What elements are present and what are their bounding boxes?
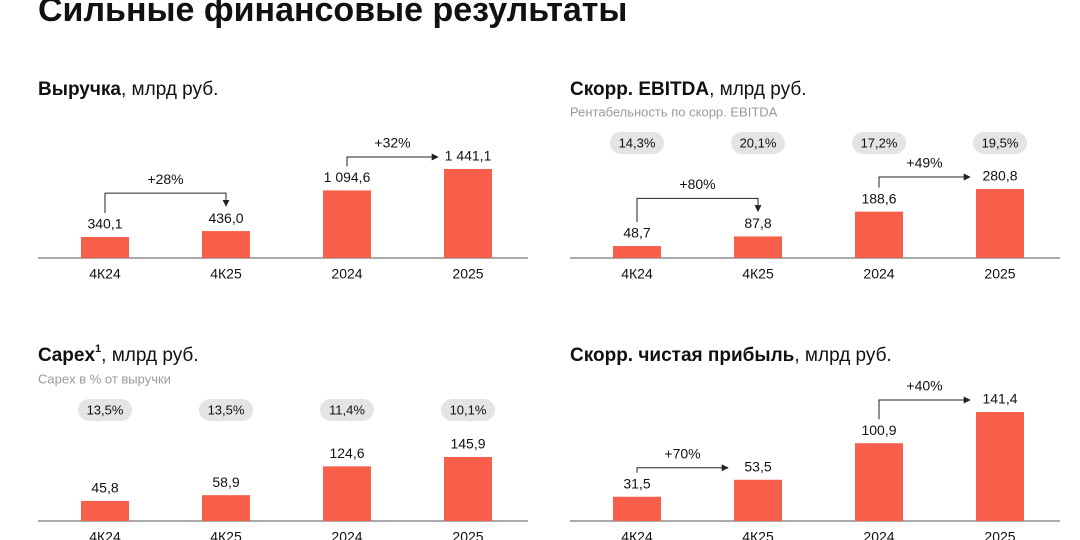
bar [444,457,492,521]
growth-arrow [104,192,230,213]
value-label: 100,9 [861,422,896,438]
chart-title: Выручка, млрд руб. [38,79,218,100]
growth-label: +32% [374,135,410,151]
bar [734,479,782,521]
x-tick-label: 2025 [452,529,483,540]
value-label: 1 094,6 [324,169,371,185]
x-tick-label: 4К24 [621,529,653,540]
chart-subtitle: Рентабельность по скорр. EBITDA [570,104,778,119]
growth-label: +40% [906,378,942,394]
margin-label: 20,1% [740,135,777,150]
bar [81,500,129,521]
value-label: 188,6 [861,190,896,206]
value-label: 145,9 [450,436,485,452]
growth-label: +70% [664,445,700,461]
growth-arrow [636,464,729,473]
value-label: 87,8 [744,215,771,231]
x-tick-label: 4К25 [210,266,242,282]
x-tick-label: 2024 [331,529,362,540]
margin-pill [852,132,906,154]
margin-pill [441,399,495,421]
bar [613,246,661,258]
chart-title-note: 1 [95,343,101,355]
margin-label: 13,5% [208,402,245,417]
x-tick-label: 2024 [863,266,894,282]
value-label: 340,1 [87,216,122,232]
chart-title-unit: , млрд руб. [121,79,218,100]
x-tick-label: 4К25 [742,266,774,282]
bar [202,231,250,258]
value-label: 141,4 [982,391,1017,407]
margin-label: 11,4% [329,402,365,417]
value-label: 53,5 [744,458,771,474]
x-tick-label: 4К25 [210,529,242,540]
chart-title: Скорр. EBITDA, млрд руб. [570,79,807,100]
margin-pill [973,132,1027,154]
x-tick-label: 4К24 [89,529,121,540]
chart-subtitle: Capex в % от выручки [38,371,171,386]
margin-label: 10,1% [450,402,487,417]
x-tick-label: 2024 [863,529,894,540]
growth-label: +28% [147,171,183,187]
x-tick-label: 4К25 [742,529,774,540]
growth-label: +49% [906,155,942,171]
x-tick-label: 2025 [452,266,483,282]
value-label: 45,8 [91,480,118,496]
growth-arrow [636,197,762,223]
growth-arrow [878,173,971,188]
margin-pill [320,399,374,421]
x-tick-label: 2025 [984,529,1015,540]
value-label: 436,0 [208,210,243,226]
x-tick-label: 2025 [984,266,1015,282]
bar [976,189,1024,258]
margin-pill [78,399,132,421]
value-label: 31,5 [623,475,650,491]
bar [323,190,371,258]
bar [202,495,250,521]
bar [855,211,903,258]
value-label: 48,7 [623,225,650,241]
chart-title-unit: , млрд руб. [794,345,891,366]
chart-title-unit: , млрд руб. [709,79,806,100]
slide-title: Сильные финансовые результаты [38,0,627,29]
bar [444,169,492,258]
bar [734,236,782,258]
growth-label: +80% [679,176,715,192]
chart-title-unit: , млрд руб. [101,345,198,366]
chart-title: Capex1, млрд руб. [38,343,199,366]
chart-title-main: Выручка [38,79,121,100]
bar [855,443,903,521]
bar [613,496,661,521]
chart-title-main: Скорр. EBITDA [570,79,709,100]
bar [81,236,129,258]
growth-arrow [878,396,971,420]
value-label: 124,6 [329,445,364,461]
x-tick-label: 2024 [331,266,362,282]
bar [976,412,1024,521]
margin-label: 14,3% [619,135,656,150]
bar [323,466,371,521]
value-label: 280,8 [982,168,1017,184]
growth-arrow [346,153,439,167]
chart-title: Скорр. чистая прибыль, млрд руб. [570,345,892,366]
margin-label: 19,5% [982,135,1019,150]
chart-title-main: Capex [38,345,95,366]
value-label: 58,9 [212,474,239,490]
margin-label: 13,5% [87,402,124,417]
x-tick-label: 4К24 [89,266,121,282]
x-tick-label: 4К24 [621,266,653,282]
margin-label: 17,2% [861,135,898,150]
value-label: 1 441,1 [445,148,492,164]
margin-pill [199,399,253,421]
chart-title-main: Скорр. чистая прибыль [570,345,794,366]
margin-pill [731,132,785,154]
margin-pill [610,132,664,154]
